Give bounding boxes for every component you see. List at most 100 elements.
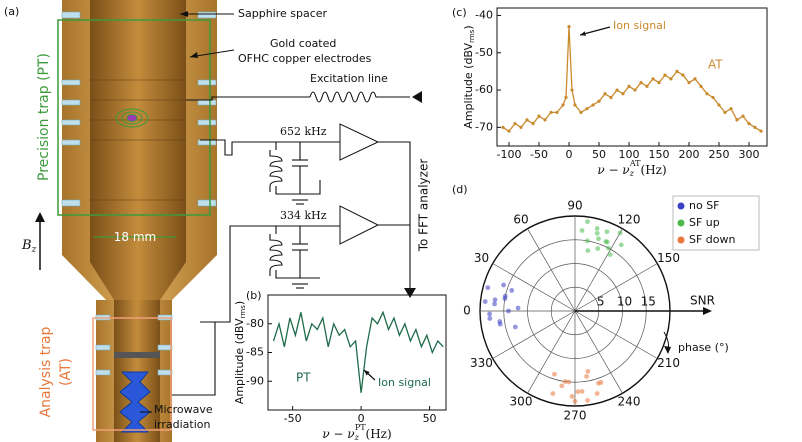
data-point [564,95,568,100]
label: Bz [21,238,37,255]
y-tick-label: -50 [475,46,493,59]
x-tick-label: -50 [530,148,548,161]
data-point [569,394,575,399]
angle-tick-label: 60 [513,213,528,227]
data-point [627,84,631,88]
circuit [172,91,422,396]
x-tick-label: 300 [739,148,760,161]
arrow-head [664,346,671,354]
data-point [645,84,649,88]
y-tick-label: -40 [475,8,493,21]
data-point [705,92,709,96]
data-point [591,103,595,107]
data-point [552,371,557,377]
data-point [507,129,511,133]
data-point [555,110,559,115]
angle-tick-label: 270 [564,409,587,423]
data-point [753,125,757,129]
label: Excitation line [310,72,388,85]
data-point [579,228,585,233]
data-point [575,389,581,395]
x-axis-label: (Hz) [641,163,667,177]
label: z [31,245,37,255]
data-point [561,103,565,107]
annotation: PT [296,371,311,385]
data-point [759,129,763,133]
data-point [485,285,491,291]
x-axis-label: ν − νzPT(Hz) [322,423,391,442]
angle-grid [574,263,658,312]
y-tick-label: -80 [246,317,264,330]
data-point [711,95,715,100]
label: Sapphire spacer [238,7,328,20]
label: To FFT analyzer [417,159,431,253]
annotation: Ion signal [378,376,431,389]
angle-tick-label: 300 [510,394,533,408]
data-point [606,245,611,251]
data-point [543,118,547,122]
data-point [621,92,625,96]
data-point [594,226,600,231]
data-point [549,110,553,115]
data-point [741,114,745,118]
data-point [584,238,590,244]
x-axis-label: z [629,169,635,178]
data-point [596,236,601,242]
data-point [604,229,610,235]
data-point [492,301,497,307]
legend-frame [672,195,760,251]
legend-marker [677,219,685,227]
x-tick-label: 150 [649,148,670,161]
data-point [585,369,591,374]
data-point [487,311,492,317]
data-point [579,389,585,394]
angle-tick-label: 150 [657,251,680,265]
x-tick-label: -50 [284,412,302,425]
angle-tick-label: 30 [474,251,489,265]
data-point [617,230,623,236]
angle-grid [574,310,623,394]
data-point [497,319,503,324]
label: 334 kHz [280,209,327,222]
data-point [699,84,703,88]
data-point [729,107,733,111]
data-point [502,293,508,299]
data-point [735,118,739,122]
x-axis-label: AT [629,159,641,168]
label: 652 kHz [280,125,327,138]
y-axis-label: rms [468,29,476,43]
label: (AT) [58,358,74,386]
data-point [572,398,578,404]
x-tick-label: -100 [497,148,522,161]
y-axis-label: Amplitude (dBVrms) [233,301,247,404]
data-point [669,77,673,81]
radial-axis-label: SNR [690,294,715,308]
y-tick-label: -70 [475,120,493,133]
legend-label: no SF [689,199,720,212]
panel-label: (a) [4,5,19,18]
arrow-head [364,370,370,376]
x-tick-label: 250 [709,148,730,161]
x-axis-label: PT [355,423,366,432]
label: B [21,238,32,253]
data-line [502,26,762,132]
data-point [509,288,515,293]
panel-label: (c) [452,6,467,19]
x-axis-label: ν − νzAT(Hz) [597,159,666,178]
data-point [609,95,613,100]
data-point [747,122,751,126]
label: Microwave [154,403,213,416]
data-point [596,380,601,386]
data-point [633,88,637,92]
data-point [585,248,591,253]
label: Analysis trap [38,326,54,417]
x-tick-label: 0 [358,412,365,425]
angle-tick-label: 90 [567,199,582,213]
legend-label: SF down [689,233,736,246]
angle-tick-label: 0 [463,304,471,318]
data-point [567,25,571,29]
data-point [515,305,521,311]
angle-tick-label: 330 [470,356,493,370]
y-axis-label: Amplitude (dBV [462,42,475,128]
